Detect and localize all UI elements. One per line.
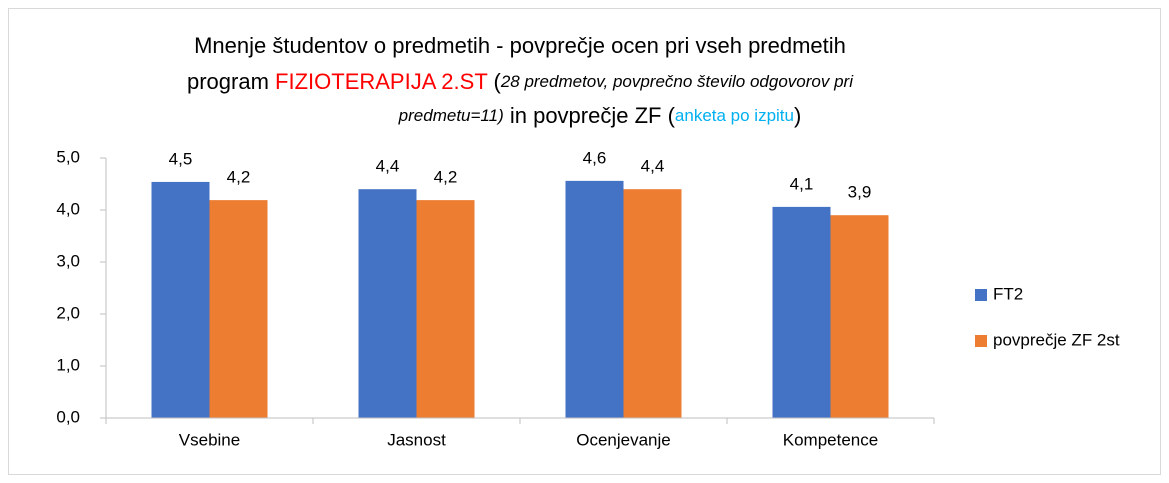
bar (358, 189, 417, 418)
chart-title: predmetu=11) in povprečje ZF (anketa po … (398, 103, 802, 128)
bar (209, 200, 268, 418)
chart-title: program FIZIOTERAPIJA 2.ST (28 predmetov… (187, 69, 854, 94)
bar (830, 215, 889, 418)
y-tick-label: 1,0 (56, 355, 80, 374)
bar (623, 189, 682, 418)
legend-swatch (975, 289, 987, 301)
x-tick-label: Jasnost (387, 430, 446, 449)
title-part: ( (487, 69, 501, 94)
x-tick-label: Ocenjevanje (576, 430, 671, 449)
y-tick-label: 5,0 (56, 147, 80, 166)
title-part: Mnenje študentov o predmetih - povprečje… (194, 33, 846, 58)
data-label: 4,5 (169, 149, 193, 168)
title-part: predmetu=11) (398, 106, 504, 125)
title-part: program (187, 69, 275, 94)
title-part: in povprečje ZF ( (504, 103, 676, 128)
data-label: 4,2 (227, 168, 251, 187)
data-label: 4,4 (641, 157, 665, 176)
legend-label: povprečje ZF 2st (993, 330, 1120, 349)
chart-title: Mnenje študentov o predmetih - povprečje… (194, 33, 846, 58)
title-part: ) (794, 103, 801, 128)
bar (565, 180, 624, 418)
data-label: 4,4 (376, 157, 400, 176)
y-tick-label: 2,0 (56, 303, 80, 322)
bar (772, 206, 831, 418)
legend-label: FT2 (993, 284, 1023, 303)
data-label: 4,6 (583, 148, 607, 167)
title-part: 28 predmetov, povprečno število odgovoro… (500, 72, 854, 91)
x-tick-label: Vsebine (179, 430, 240, 449)
y-tick-label: 4,0 (56, 199, 80, 218)
title-part: anketa po izpitu (675, 106, 794, 125)
y-tick-label: 0,0 (56, 407, 80, 426)
data-label: 4,1 (790, 174, 814, 193)
title-part: FIZIOTERAPIJA 2.ST (275, 69, 487, 94)
legend-swatch (975, 335, 987, 347)
data-label: 4,2 (434, 168, 458, 187)
bar (416, 200, 475, 418)
bar (151, 181, 210, 418)
x-tick-label: Kompetence (783, 430, 878, 449)
data-label: 3,9 (848, 183, 872, 202)
y-tick-label: 3,0 (56, 251, 80, 270)
